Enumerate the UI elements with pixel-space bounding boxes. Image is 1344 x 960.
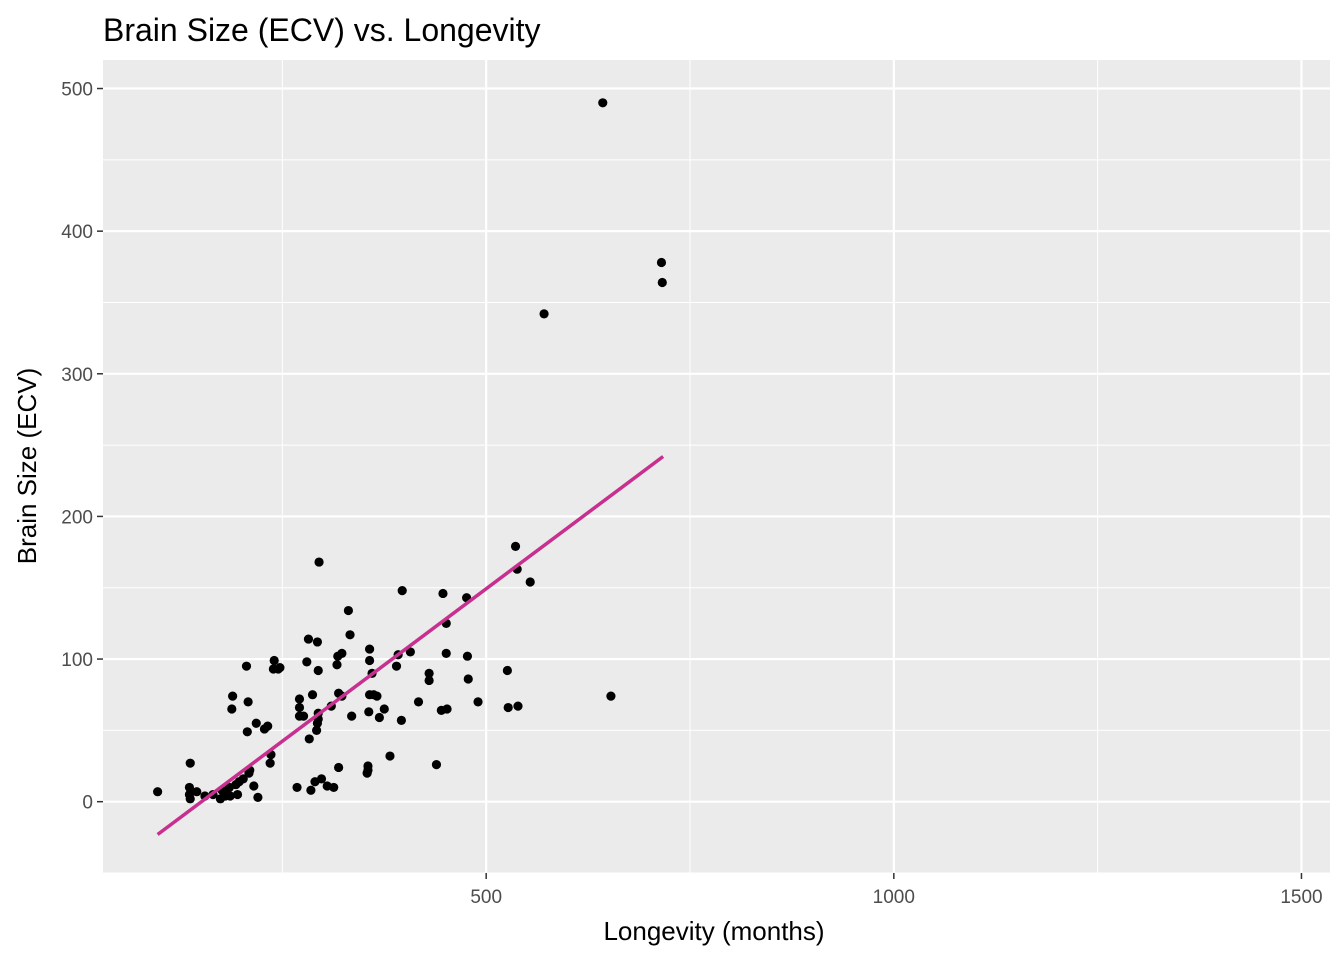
data-point <box>253 792 263 803</box>
data-point <box>337 648 347 658</box>
data-point <box>510 541 521 551</box>
data-point <box>292 782 302 793</box>
data-point <box>405 647 415 657</box>
data-point <box>304 734 314 744</box>
data-point <box>379 704 389 714</box>
data-point <box>363 765 373 775</box>
data-point <box>539 309 549 319</box>
data-point <box>316 774 327 784</box>
data-point <box>269 655 279 666</box>
data-point <box>298 711 309 721</box>
x-axis: 500 1000 1500 <box>470 873 1323 908</box>
data-point <box>502 665 512 676</box>
data-point <box>306 785 316 795</box>
y-tick-label: 300 <box>61 365 93 386</box>
data-point <box>312 637 323 647</box>
data-point <box>385 751 395 761</box>
data-point <box>294 702 305 713</box>
data-point <box>364 644 375 654</box>
y-tick-label: 400 <box>61 222 93 243</box>
data-point <box>374 712 384 723</box>
data-point <box>345 630 355 640</box>
data-point <box>606 691 616 701</box>
data-point <box>313 665 323 676</box>
data-point <box>302 657 312 667</box>
data-point <box>413 697 424 707</box>
data-point <box>329 782 339 793</box>
data-point <box>442 704 452 714</box>
y-tick-label: 200 <box>61 507 93 528</box>
data-point <box>251 718 261 728</box>
data-point <box>314 557 324 567</box>
data-point <box>513 701 523 711</box>
data-point <box>503 702 513 713</box>
data-point <box>242 727 252 737</box>
data-point <box>332 660 342 670</box>
y-tick-label: 100 <box>61 650 93 671</box>
y-axis-title: Brain Size (ECV) <box>12 368 42 565</box>
data-point <box>185 794 195 804</box>
data-point <box>265 758 275 768</box>
data-point <box>228 691 238 701</box>
data-point <box>192 787 202 797</box>
data-point <box>249 781 259 791</box>
y-tick-label: 500 <box>61 80 93 101</box>
data-point <box>312 725 322 735</box>
data-point <box>275 663 285 673</box>
data-point <box>424 675 434 686</box>
data-point <box>598 98 608 108</box>
data-point <box>184 782 195 793</box>
data-point <box>243 697 253 707</box>
data-point <box>263 721 273 731</box>
data-point <box>431 760 442 770</box>
data-point <box>185 758 195 768</box>
data-point <box>225 791 235 801</box>
data-point <box>463 674 473 684</box>
data-point <box>303 634 314 644</box>
data-point <box>364 707 374 717</box>
data-point <box>656 257 667 268</box>
y-tick-label: 0 <box>82 793 93 814</box>
data-point <box>343 605 353 616</box>
y-axis: 0 100 200 300 400 500 <box>61 80 103 814</box>
x-axis-title: Longevity (months) <box>603 916 824 946</box>
data-point <box>372 691 382 701</box>
data-point <box>153 787 163 797</box>
data-point <box>238 774 248 784</box>
data-point <box>473 697 483 707</box>
chart-title: Brain Size (ECV) vs. Longevity <box>103 12 541 48</box>
data-point <box>396 715 406 725</box>
data-point <box>525 577 535 587</box>
data-point <box>241 661 252 671</box>
plot-panel <box>103 60 1330 873</box>
data-point <box>391 661 402 671</box>
x-tick-label: 500 <box>470 887 502 908</box>
data-point <box>347 711 357 721</box>
data-point <box>227 704 237 714</box>
data-point <box>334 762 344 773</box>
data-point <box>441 648 451 658</box>
data-point <box>462 651 473 661</box>
data-point <box>307 690 318 700</box>
data-point <box>438 588 448 599</box>
data-point <box>232 789 243 800</box>
x-tick-label: 1500 <box>1280 887 1322 908</box>
x-tick-label: 1000 <box>873 887 915 908</box>
data-point <box>364 655 375 666</box>
fit-line <box>156 455 665 836</box>
data-point <box>657 277 667 288</box>
data-point <box>294 694 305 704</box>
data-point <box>424 668 434 678</box>
data-point <box>397 585 407 596</box>
